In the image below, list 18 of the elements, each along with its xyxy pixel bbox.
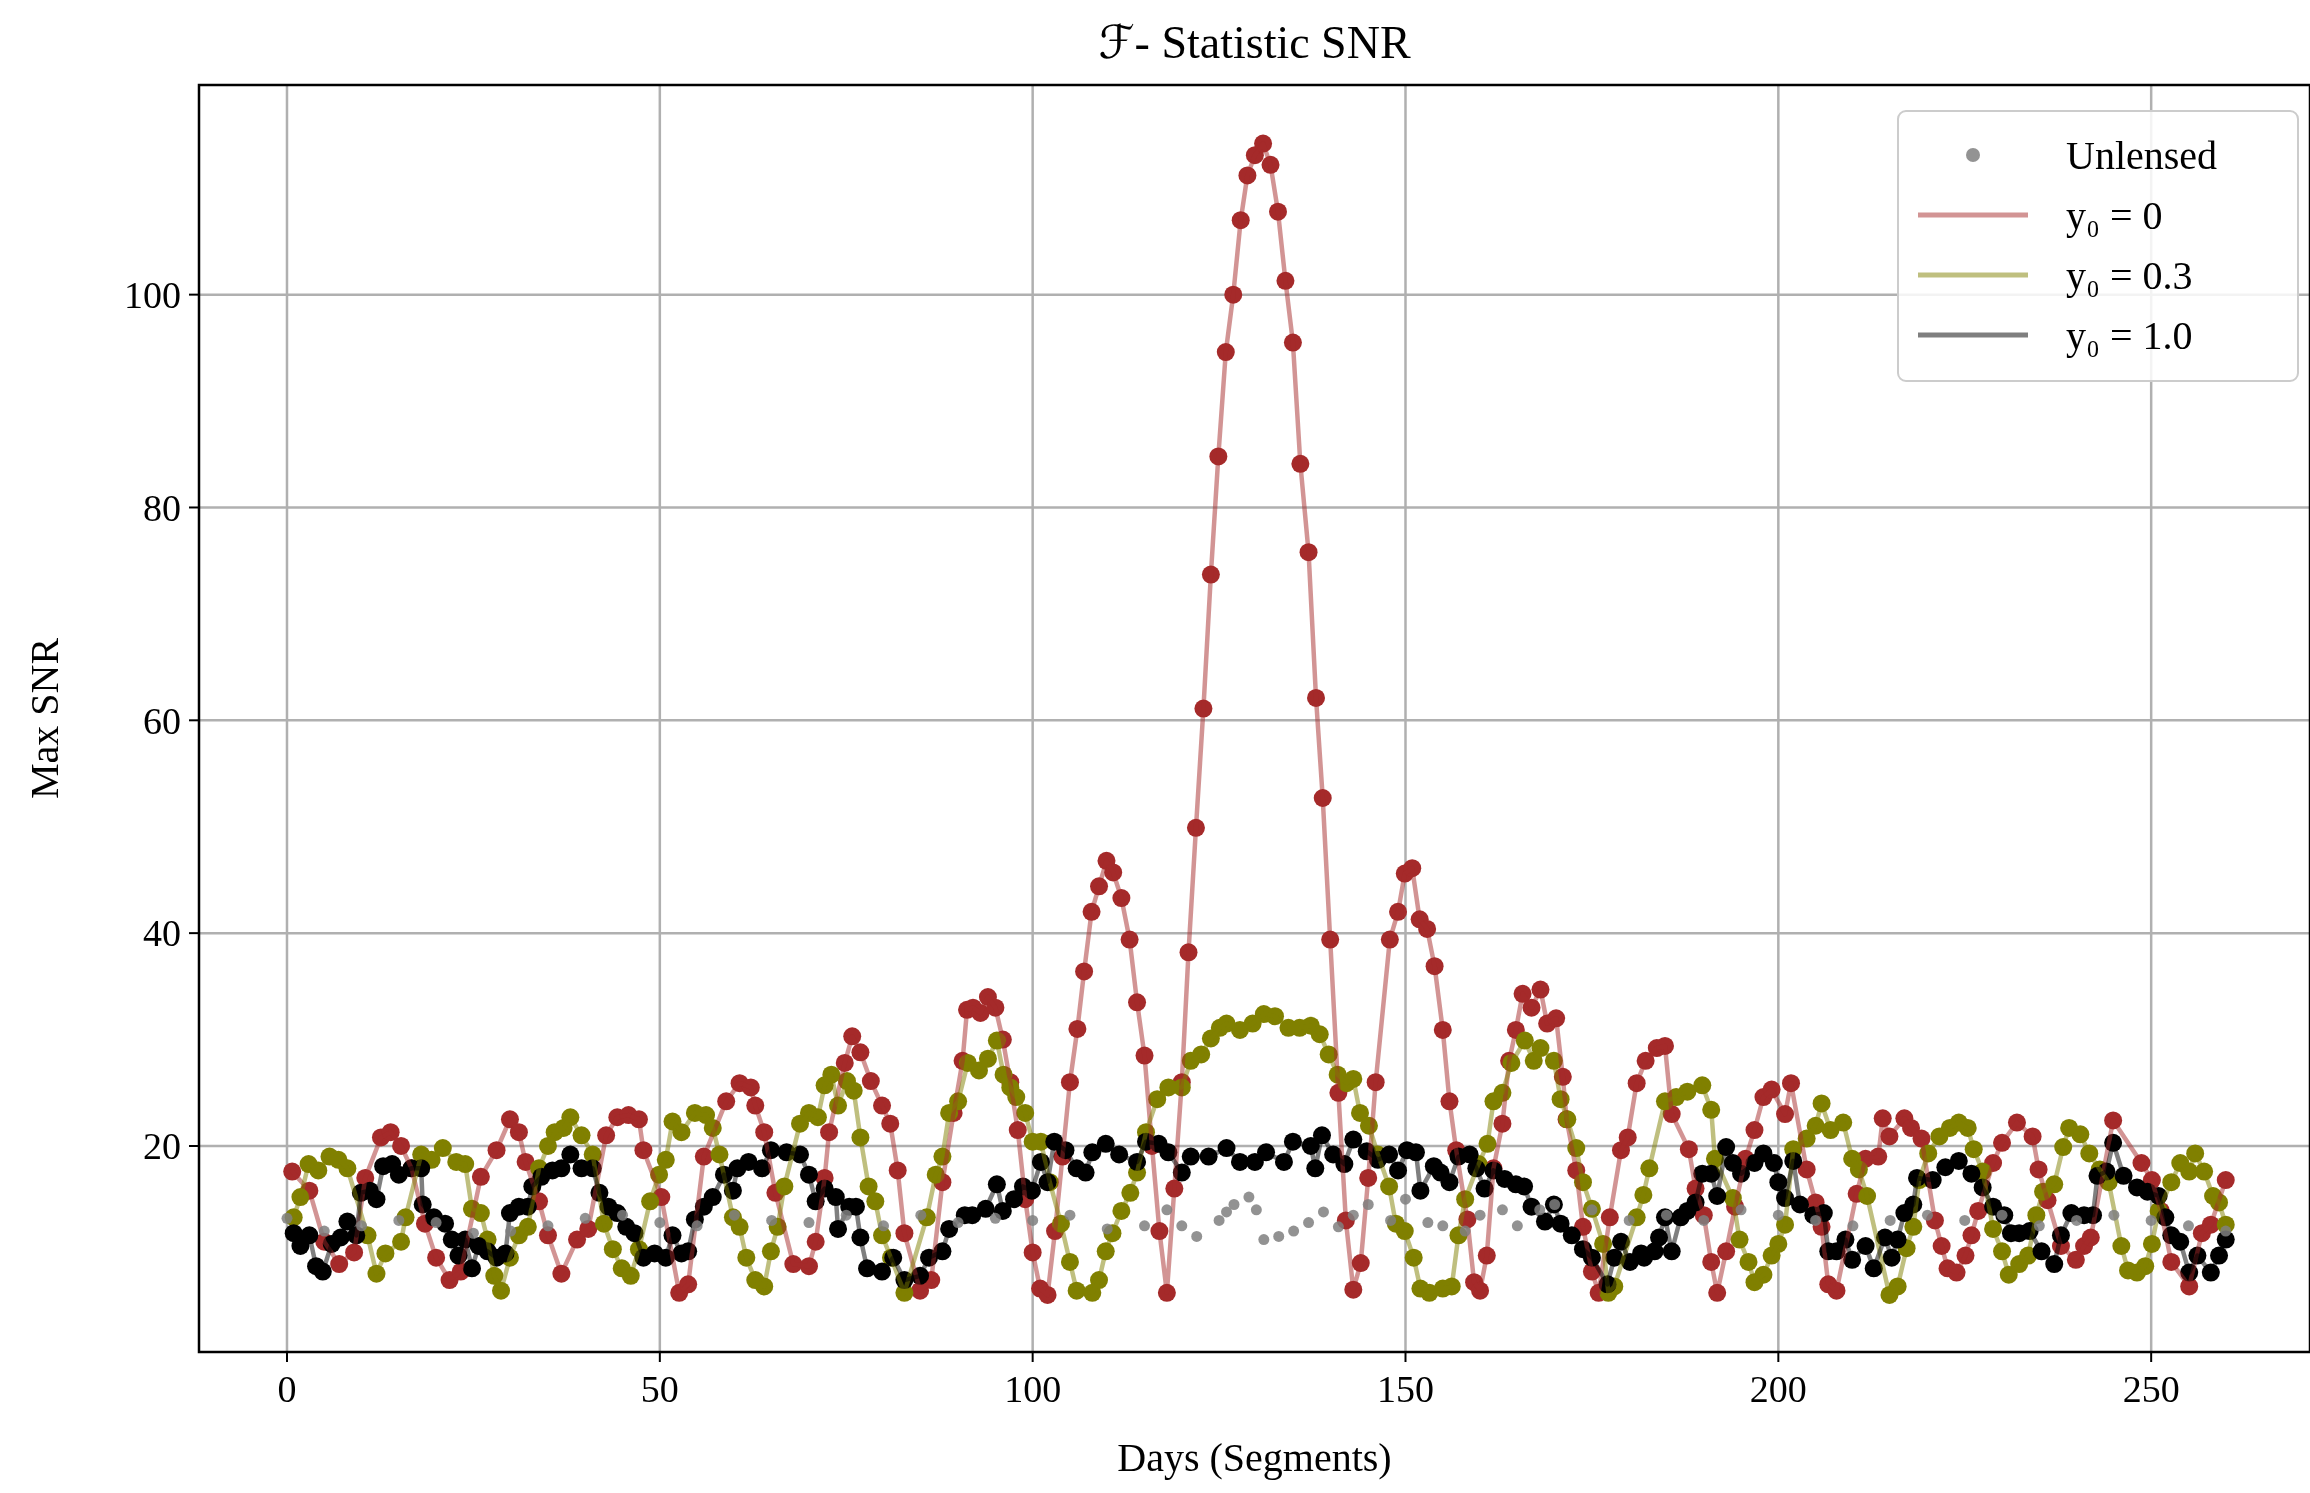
y-tick-label: 60	[143, 699, 181, 742]
x-tick-label: 250	[2122, 1368, 2180, 1410]
legend-label: y₀ = 0	[2066, 193, 2163, 238]
x-tick-label: 200	[1749, 1368, 1807, 1410]
x-tick-label: 100	[1004, 1368, 1062, 1410]
legend-label: y₀ = 0.3	[2066, 253, 2193, 298]
x-tick-label: 50	[640, 1368, 679, 1410]
y-axis-title: Max SNR	[22, 637, 67, 800]
x-axis-title: Days (Segments)	[1117, 1435, 1392, 1480]
y-tick-label: 20	[143, 1125, 181, 1168]
chart-title: ℱ- Statistic SNR	[1098, 17, 1411, 68]
x-tick-label: 150	[1377, 1368, 1434, 1410]
y-tick-label: 100	[124, 273, 181, 316]
y-tick-label: 40	[143, 912, 181, 955]
x-tick-label: 0	[277, 1368, 297, 1410]
legend-label: Unlensed	[2066, 133, 2218, 178]
y-tick-label: 80	[143, 486, 181, 529]
legend-label: y₀ = 1.0	[2066, 313, 2193, 358]
